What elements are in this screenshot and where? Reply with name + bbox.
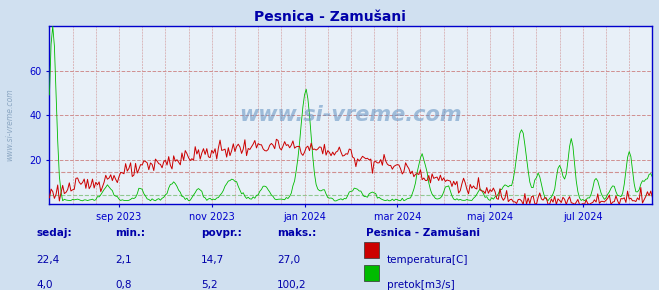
Text: maks.:: maks.: <box>277 228 316 238</box>
Text: www.si-vreme.com: www.si-vreme.com <box>240 105 462 125</box>
Text: sedaj:: sedaj: <box>36 228 72 238</box>
Text: min.:: min.: <box>115 228 146 238</box>
Text: 22,4: 22,4 <box>36 255 59 265</box>
Text: 27,0: 27,0 <box>277 255 300 265</box>
Text: 14,7: 14,7 <box>201 255 224 265</box>
Text: Pesnica - Zamušani: Pesnica - Zamušani <box>366 228 480 238</box>
Text: povpr.:: povpr.: <box>201 228 242 238</box>
Text: 5,2: 5,2 <box>201 280 217 290</box>
Text: 2,1: 2,1 <box>115 255 132 265</box>
Text: Pesnica - Zamušani: Pesnica - Zamušani <box>254 10 405 24</box>
Text: pretok[m3/s]: pretok[m3/s] <box>387 280 455 290</box>
Text: 100,2: 100,2 <box>277 280 306 290</box>
Text: www.si-vreme.com: www.si-vreme.com <box>5 88 14 161</box>
Text: temperatura[C]: temperatura[C] <box>387 255 469 265</box>
Text: 0,8: 0,8 <box>115 280 132 290</box>
Text: 4,0: 4,0 <box>36 280 53 290</box>
